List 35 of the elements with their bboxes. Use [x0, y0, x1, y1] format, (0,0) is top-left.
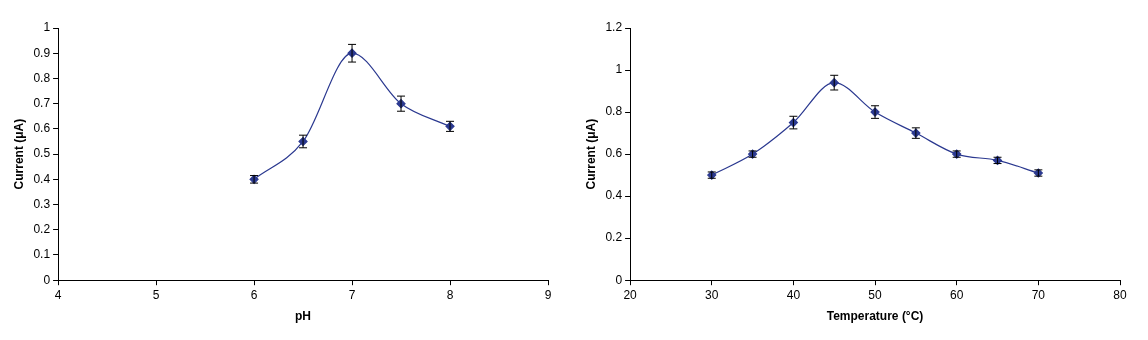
y-axis-title: Current (μA)	[11, 118, 26, 190]
x-tick-label: 7	[348, 287, 356, 302]
y-tick-label: 0.6	[605, 146, 623, 161]
y-tick-label: 0.8	[33, 70, 51, 85]
y-tick-label: 0.7	[33, 95, 51, 110]
y-tick-label: 0.3	[33, 196, 51, 211]
y-tick-label: 0.4	[33, 171, 51, 186]
y-tick-label: 1	[615, 62, 623, 77]
x-tick-label: 50	[868, 287, 883, 302]
y-tick-label: 1	[43, 20, 51, 35]
x-axis-title: Temperature (°C)	[826, 309, 924, 324]
x-axis-title: pH	[295, 309, 312, 324]
y-tick-label: 0.9	[33, 45, 51, 60]
y-tick-label: 0	[615, 272, 623, 287]
x-tick-label: 40	[786, 287, 801, 302]
x-tick-label: 9	[544, 287, 552, 302]
x-tick-label: 30	[705, 287, 719, 302]
x-tick-label: 80	[1113, 287, 1127, 302]
y-tick-label: 0	[43, 272, 51, 287]
x-tick-label: 8	[446, 287, 454, 302]
x-tick-label: 4	[54, 287, 62, 302]
y-axis-title: Current (μA)	[583, 118, 598, 190]
y-tick-label: 0.2	[33, 222, 51, 237]
y-tick-label: 0.8	[605, 104, 623, 119]
y-tick-label: 0.4	[605, 188, 623, 203]
y-tick-label: 1.2	[605, 20, 623, 35]
x-tick-label: 5	[152, 287, 160, 302]
x-tick-label: 60	[950, 287, 964, 302]
x-tick-label: 6	[250, 287, 258, 302]
y-tick-label: 0.2	[605, 230, 623, 245]
x-tick-label: 70	[1031, 287, 1046, 302]
y-tick-label: 0.1	[33, 247, 51, 262]
y-tick-label: 0.5	[33, 146, 51, 161]
y-tick-label: 0.6	[33, 121, 51, 136]
x-tick-label: 20	[623, 287, 638, 302]
